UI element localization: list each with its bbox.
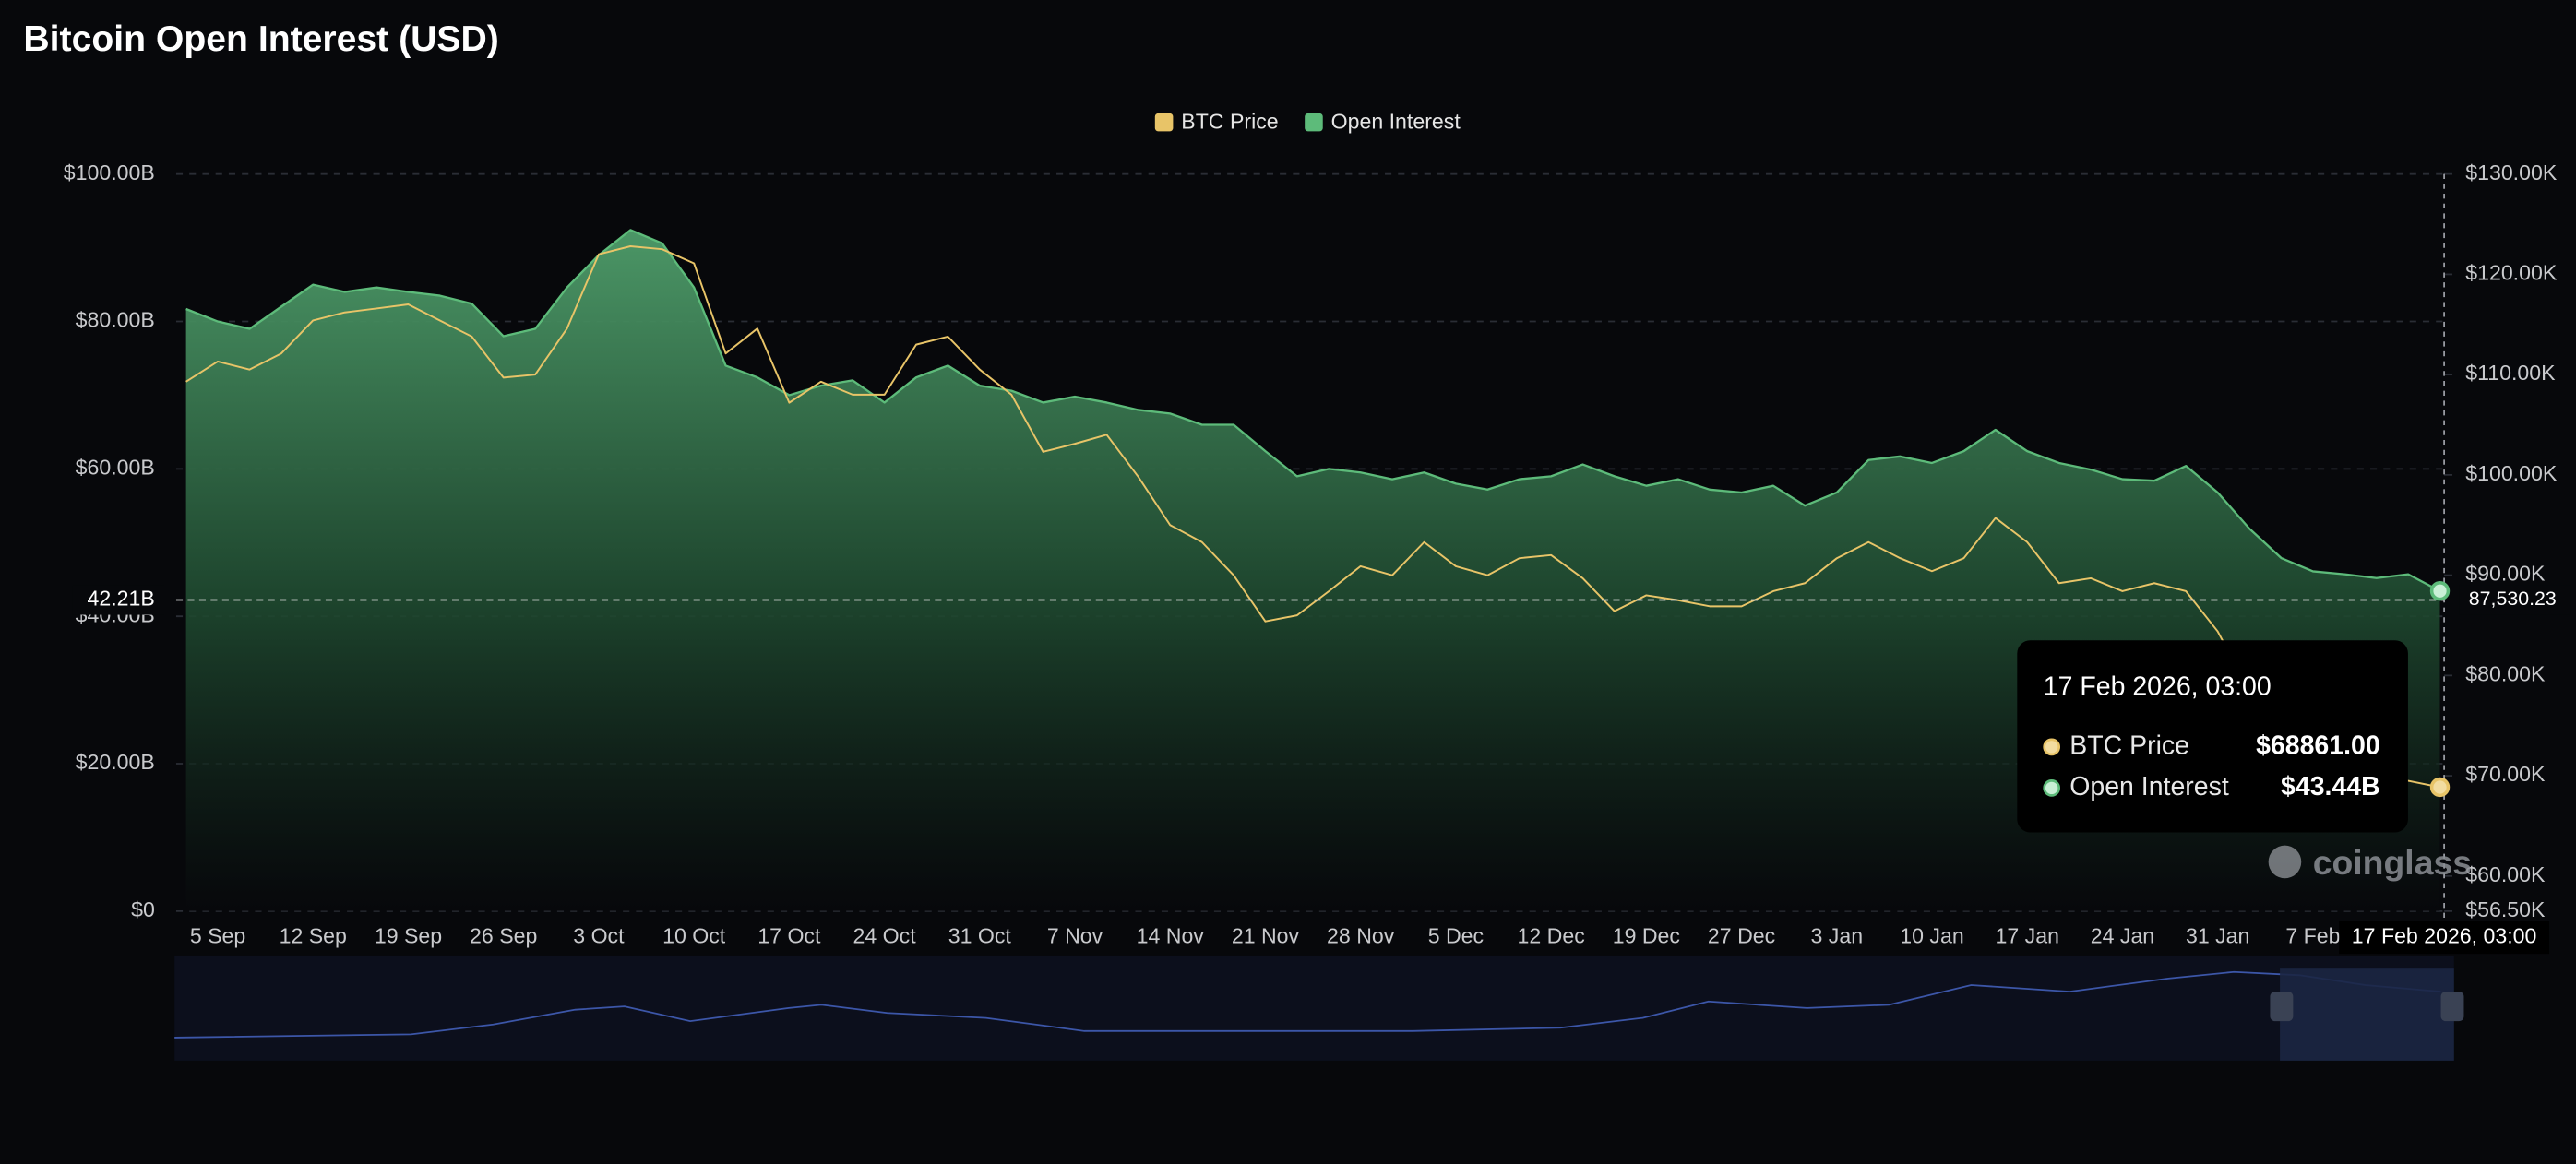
- x-tick-label: 7 Nov: [1047, 923, 1103, 947]
- tooltip-title: 17 Feb 2026, 03:00: [2044, 671, 2272, 701]
- x-tick-label: 12 Dec: [1517, 923, 1584, 947]
- x-tick-label: 21 Nov: [1232, 923, 1300, 947]
- series-line: [185, 229, 2441, 592]
- tooltip-dot: [2043, 738, 2061, 756]
- legend-label: BTC Price: [1181, 110, 1278, 134]
- crosshair-x-label: 17 Feb 2026, 03:00: [2352, 923, 2537, 947]
- area: [185, 230, 2440, 911]
- y2-tick-label: $56.50K: [2465, 897, 2546, 921]
- y2-tick-label: $60.00K: [2465, 862, 2546, 886]
- tooltip-dot: [2043, 779, 2061, 797]
- x-tick-label: 3 Jan: [1811, 923, 1864, 947]
- legend-swatch: [1154, 113, 1174, 132]
- y2-tick-label: $70.00K: [2465, 762, 2546, 786]
- tooltip-bg: [2017, 640, 2408, 833]
- x-tick-label: 10 Oct: [662, 923, 726, 947]
- navigator-line: [174, 970, 2441, 1039]
- crosshair-y2-label: 87,530.23: [2469, 588, 2557, 610]
- x-tick-label: 24 Oct: [853, 923, 917, 947]
- hover-marker: [2429, 581, 2451, 601]
- navigator-bg: [174, 955, 2454, 1061]
- x-tick-label: 3 Oct: [573, 923, 625, 947]
- chart-title: Bitcoin Open Interest (USD): [23, 19, 498, 59]
- navigator-selection[interactable]: [2280, 968, 2454, 1061]
- plot: [175, 172, 2445, 912]
- x-tick-label: 19 Dec: [1613, 923, 1680, 947]
- x-tick-label: 19 Sep: [375, 923, 442, 947]
- y2-tick-label: $120.00K: [2465, 261, 2558, 285]
- watermark-icon: [2268, 845, 2302, 879]
- navigator: [174, 955, 2464, 1061]
- y-tick-label: $0: [131, 897, 155, 921]
- x-tick-label: 24 Jan: [2091, 923, 2154, 947]
- tooltip-name: BTC Price: [2069, 730, 2189, 760]
- navigator-handle[interactable]: [2440, 992, 2464, 1022]
- x-tick-label: 27 Dec: [1708, 923, 1775, 947]
- y-tick-label: $80.00B: [76, 308, 155, 332]
- x-tick-label: 5 Dec: [1428, 923, 1484, 947]
- y-tick-label: $100.00B: [64, 160, 155, 184]
- x-tick-label: 26 Sep: [470, 923, 537, 947]
- crosshair-y-label: 42.21B: [88, 587, 155, 611]
- y2-tick-label: $130.00K: [2465, 160, 2558, 184]
- y-tick-label: $60.00B: [76, 455, 155, 479]
- series-line: [185, 245, 2440, 789]
- crosshair-label-bg: [72, 585, 165, 615]
- watermark: coinglass: [2313, 843, 2472, 882]
- legend-label: Open Interest: [1331, 110, 1461, 134]
- y-tick-label: $20.00B: [76, 750, 155, 774]
- y2-tick-label: $110.00K: [2465, 361, 2556, 385]
- x-tick-label: 17 Oct: [757, 923, 821, 947]
- crosshair-label-bg: [2459, 585, 2571, 615]
- x-tick-label: 14 Nov: [1137, 923, 1205, 947]
- x-tick-label: 5 Sep: [190, 923, 245, 947]
- x-tick-label: 7 Feb: [2285, 923, 2340, 947]
- x-tick-label: 10 Jan: [1900, 923, 1963, 947]
- legend-swatch: [1305, 113, 1323, 132]
- hover-marker: [2429, 777, 2451, 798]
- y2-tick-label: $100.00K: [2465, 461, 2558, 485]
- crosshair-x-bg: [2339, 921, 2550, 955]
- y2-tick-label: $80.00K: [2465, 661, 2546, 685]
- x-tick-label: 31 Jan: [2186, 923, 2249, 947]
- navigator-handle[interactable]: [2270, 992, 2294, 1022]
- x-tick-label: 31 Oct: [948, 923, 1012, 947]
- y2-tick-label: $90.00K: [2465, 562, 2546, 586]
- x-tick-label: 17 Jan: [1996, 923, 2059, 947]
- tooltip-name: Open Interest: [2069, 772, 2229, 802]
- tooltip-value: $68861.00: [2256, 730, 2380, 760]
- tooltip-value: $43.44B: [2281, 772, 2380, 802]
- x-tick-label: 28 Nov: [1327, 923, 1395, 947]
- x-tick-label: 12 Sep: [280, 923, 347, 947]
